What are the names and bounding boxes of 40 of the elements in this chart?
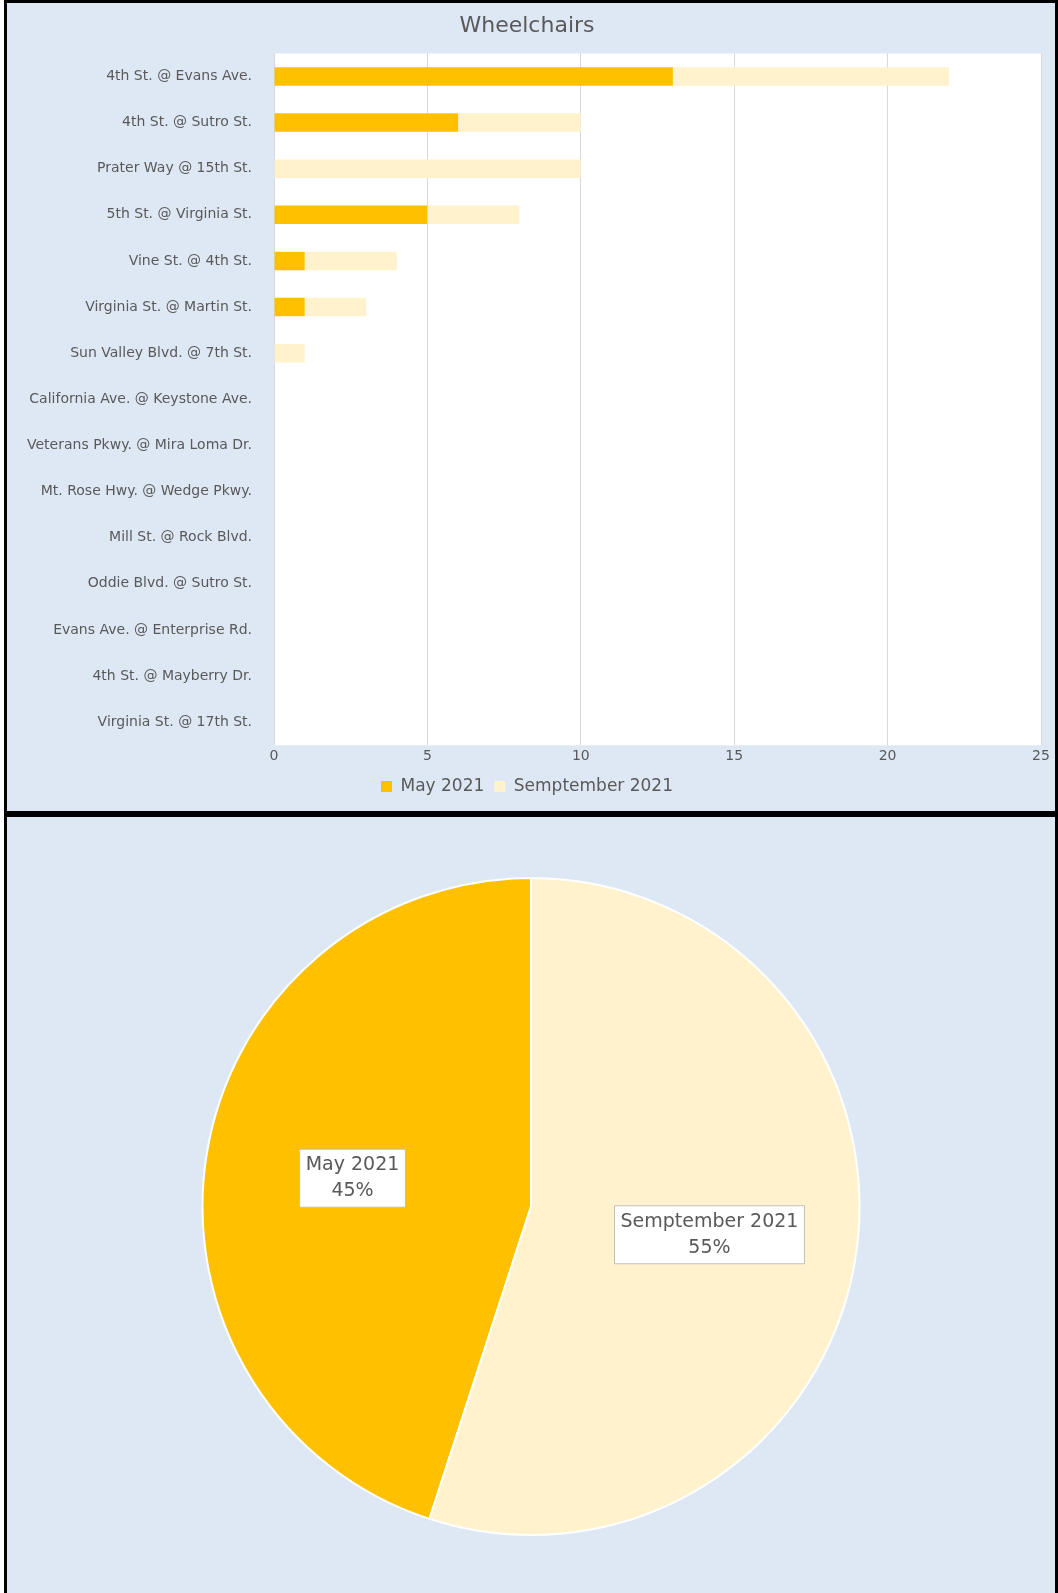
legend-label: May 2021 [400, 774, 485, 795]
y-tick-label: 4th St. @ Sutro St. [122, 113, 253, 130]
slice-label: May 2021 [305, 1152, 400, 1175]
x-tick-label: 10 [571, 747, 590, 764]
bar [458, 113, 581, 132]
y-tick-label: Mt. Rose Hwy. @ Wedge Pkwy. [40, 482, 253, 499]
y-tick-label: 4th St. @ Evans Ave. [106, 67, 253, 84]
y-tick-label: Prater Way @ 15th St. [97, 159, 253, 176]
x-tick-label: 20 [878, 747, 897, 764]
data-label: 55% [688, 1234, 731, 1257]
bar [274, 251, 305, 271]
bar [304, 251, 397, 271]
x-tick-label: 0 [269, 747, 279, 764]
y-tick-label: Virginia St. @ 17th St. [97, 712, 253, 729]
chart-title: Wheelchairs [459, 11, 595, 37]
bar [274, 67, 673, 86]
bar [427, 205, 520, 225]
y-tick-label: Virginia St. @ Martin St. [85, 297, 253, 314]
bar [304, 297, 367, 317]
x-tick-label: 5 [422, 747, 432, 764]
bar [274, 343, 305, 363]
bar [672, 67, 949, 86]
bar [274, 159, 581, 178]
y-tick-label: 5th St. @ Virginia St. [106, 205, 253, 222]
bar [274, 205, 428, 225]
y-tick-label: Vine St. @ 4th St. [128, 251, 253, 268]
x-tick-label: 25 [1032, 747, 1050, 764]
y-tick-label: Oddie Blvd. @ Sutro St. [87, 574, 253, 591]
x-tick-label: 15 [725, 747, 744, 764]
slice-label: Semptember 2021 [620, 1208, 799, 1231]
data-label: 45% [331, 1178, 374, 1201]
legend-label: Semptember 2021 [513, 774, 674, 795]
y-tick-label: Veterans Pkwy. @ Mira Loma Dr. [26, 436, 253, 453]
y-tick-label: Mill St. @ Rock Blvd. [109, 528, 253, 545]
y-tick-label: 4th St. @ Mayberry Dr. [92, 666, 253, 683]
bar [274, 113, 459, 132]
y-tick-label: California Ave. @ Keystone Ave. [29, 389, 253, 406]
y-tick-label: Sun Valley Blvd. @ 7th St. [70, 343, 253, 360]
y-tick-label: Evans Ave. @ Enterprise Rd. [53, 620, 253, 637]
bar [274, 297, 305, 317]
